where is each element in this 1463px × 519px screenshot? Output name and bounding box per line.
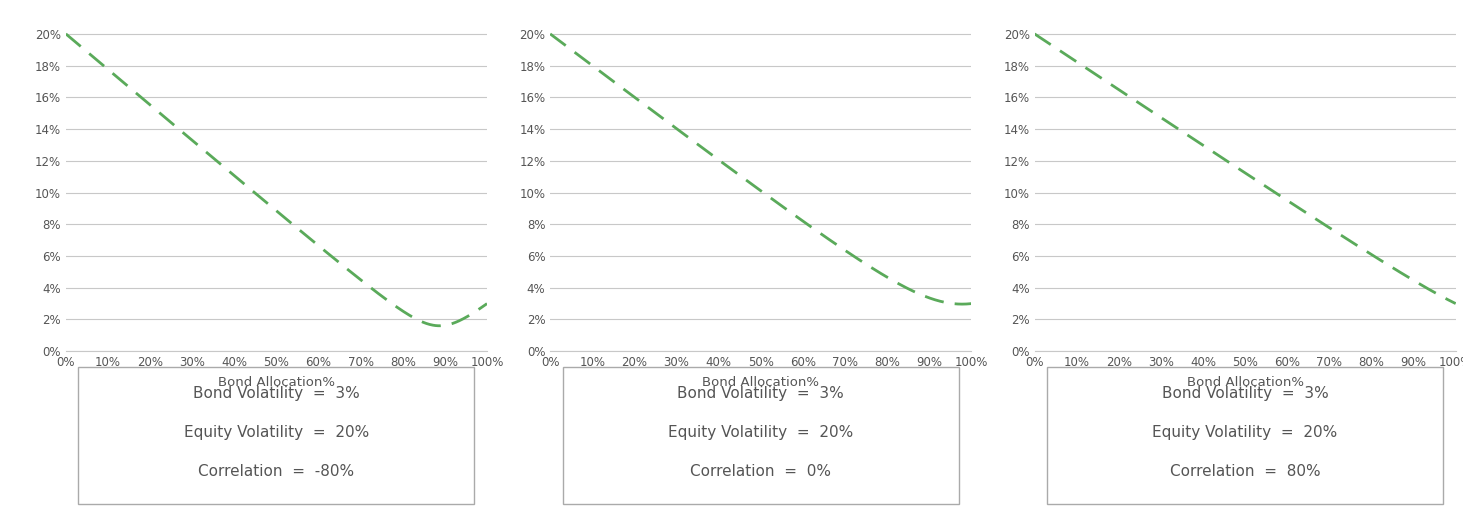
Text: Correlation  =  0%: Correlation = 0%: [691, 464, 831, 479]
Text: Equity Volatility  =  20%: Equity Volatility = 20%: [669, 425, 853, 440]
Bar: [79, 367, 474, 504]
X-axis label: Bond Allocation%: Bond Allocation%: [1186, 376, 1304, 389]
X-axis label: Bond Allocation%: Bond Allocation%: [702, 376, 819, 389]
X-axis label: Bond Allocation%: Bond Allocation%: [218, 376, 335, 389]
Text: Equity Volatility  =  20%: Equity Volatility = 20%: [184, 425, 369, 440]
Text: Bond Volatility  =  3%: Bond Volatility = 3%: [677, 386, 844, 401]
Bar: [563, 367, 958, 504]
Text: Equity Volatility  =  20%: Equity Volatility = 20%: [1153, 425, 1337, 440]
Text: Bond Volatility  =  3%: Bond Volatility = 3%: [1162, 386, 1328, 401]
Text: Correlation  =  80%: Correlation = 80%: [1170, 464, 1321, 479]
Text: Correlation  =  -80%: Correlation = -80%: [199, 464, 354, 479]
Text: Bond Volatility  =  3%: Bond Volatility = 3%: [193, 386, 360, 401]
Bar: [1048, 367, 1443, 504]
